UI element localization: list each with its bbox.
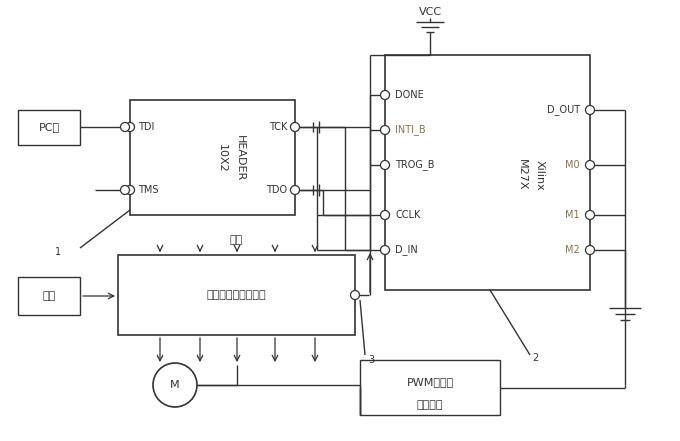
Text: 3: 3 — [368, 355, 374, 365]
Text: 1: 1 — [55, 247, 61, 257]
Text: M2: M2 — [565, 245, 580, 255]
Circle shape — [381, 210, 390, 220]
Bar — [360, 360, 500, 415]
Text: VCC: VCC — [418, 7, 441, 17]
Circle shape — [585, 210, 594, 220]
Circle shape — [126, 186, 135, 194]
Circle shape — [153, 363, 197, 407]
Text: D_OUT: D_OUT — [547, 105, 580, 116]
Text: TCK: TCK — [269, 122, 287, 132]
Text: 空气: 空气 — [230, 235, 243, 245]
Circle shape — [585, 105, 594, 115]
Circle shape — [381, 161, 390, 169]
Text: INTI_B: INTI_B — [395, 124, 426, 135]
Circle shape — [120, 186, 129, 194]
Bar — [118, 255, 355, 335]
Bar — [18, 110, 80, 145]
Text: Xilinx: Xilinx — [535, 160, 545, 191]
Text: TMS: TMS — [138, 185, 158, 195]
Text: DONE: DONE — [395, 90, 424, 100]
Circle shape — [290, 123, 299, 131]
Bar — [18, 277, 80, 315]
Text: CCLK: CCLK — [395, 210, 420, 220]
Circle shape — [585, 246, 594, 254]
Circle shape — [381, 246, 390, 254]
Text: TROG_B: TROG_B — [395, 160, 435, 171]
Text: TDO: TDO — [266, 185, 287, 195]
Circle shape — [381, 90, 390, 100]
Circle shape — [126, 123, 135, 131]
Text: 氢气: 氢气 — [42, 291, 56, 301]
Text: M: M — [170, 380, 180, 390]
Text: PC机: PC机 — [39, 123, 60, 132]
Bar — [385, 55, 590, 290]
Text: HEADER: HEADER — [235, 135, 245, 181]
Circle shape — [290, 186, 299, 194]
Circle shape — [585, 161, 594, 169]
Text: 阴极开放式燃料电池: 阴极开放式燃料电池 — [207, 290, 267, 300]
Text: D_IN: D_IN — [395, 245, 418, 255]
Text: M1: M1 — [565, 210, 580, 220]
Text: 2: 2 — [532, 353, 539, 363]
Bar — [130, 100, 295, 215]
Text: TDI: TDI — [138, 122, 154, 132]
Text: PWM直流电: PWM直流电 — [407, 377, 454, 387]
Text: 10X2: 10X2 — [217, 144, 227, 172]
Circle shape — [120, 123, 129, 131]
Circle shape — [381, 126, 390, 135]
Text: M27X: M27X — [517, 159, 527, 191]
Circle shape — [350, 291, 360, 299]
Text: M0: M0 — [565, 160, 580, 170]
Text: 机调速器: 机调速器 — [417, 400, 443, 410]
